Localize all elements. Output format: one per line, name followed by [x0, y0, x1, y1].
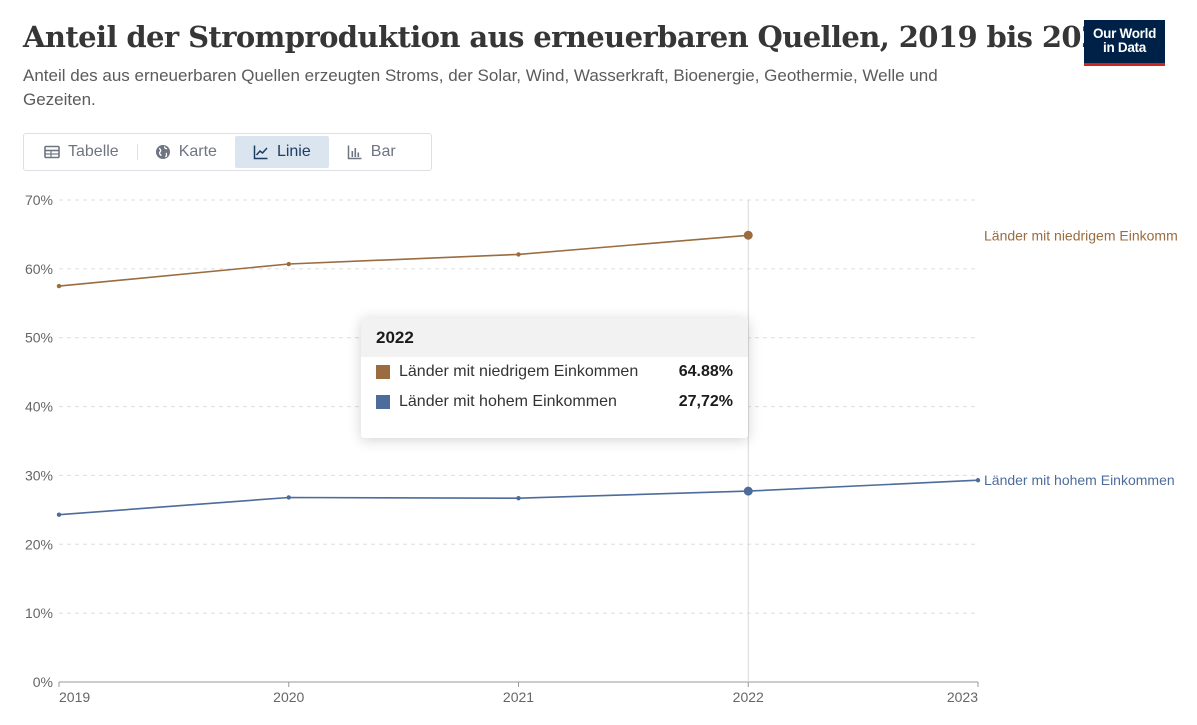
x-tick-label: 2019	[59, 689, 90, 705]
data-point	[743, 486, 753, 496]
owid-logo[interactable]: Our World in Data	[1084, 20, 1165, 66]
x-tick-label: 2022	[733, 689, 764, 705]
y-tick-label: 10%	[25, 605, 53, 621]
line-chart-icon	[253, 145, 268, 160]
data-point	[56, 512, 62, 517]
bar-chart-icon	[347, 145, 362, 160]
x-tick-label: 2021	[503, 689, 534, 705]
series-end-label: Länder mit hohem Einkommen	[984, 472, 1175, 488]
series-line	[58, 234, 749, 287]
data-point	[516, 495, 521, 501]
tab-line[interactable]: Linie	[234, 136, 329, 168]
logo-line-1: Our World	[1092, 26, 1157, 41]
tooltip-series-value: 27,72%	[678, 393, 733, 410]
y-tick-label: 50%	[25, 330, 53, 346]
tooltip-series-name: Länder mit niedrigem Einkommen	[399, 363, 639, 380]
data-point	[516, 252, 521, 257]
tooltip-row: Länder mit niedrigem Einkommen 64.88%	[361, 357, 748, 387]
logo-line-2: in Data	[1103, 40, 1146, 55]
y-tick-label: 30%	[25, 467, 53, 483]
y-tick-label: 70%	[25, 192, 53, 208]
tab-bar[interactable]: Bar	[329, 136, 414, 168]
tab-map-label: Karte	[178, 143, 217, 160]
tab-line-label: Linie	[276, 143, 311, 160]
tab-map[interactable]: Karte	[136, 136, 235, 168]
x-tick-label: 2020	[273, 689, 304, 705]
tooltip-swatch	[376, 395, 390, 409]
data-point	[286, 495, 291, 500]
tab-table-label: Tabelle	[68, 143, 119, 160]
chart-title: Anteil der Stromproduktion aus erneuerba…	[23, 20, 1121, 54]
data-point	[56, 283, 62, 289]
tooltip-row: Länder mit hohem Einkommen 27,72%	[361, 387, 748, 417]
tooltip-year: 2022	[361, 318, 748, 357]
y-tick-label: 60%	[25, 261, 53, 277]
x-tick-label: 2023	[947, 689, 978, 705]
tooltip: 2022 Länder mit niedrigem Einkommen 64.8…	[361, 318, 748, 438]
tooltip-swatch	[376, 365, 390, 379]
globe-icon	[155, 145, 170, 159]
data-point	[743, 230, 753, 240]
y-tick-label: 0%	[33, 674, 53, 690]
tooltip-series-name: Länder mit hohem Einkommen	[399, 393, 617, 410]
tab-bar-label: Bar	[370, 143, 396, 160]
table-icon	[44, 145, 60, 159]
data-point	[975, 478, 981, 483]
view-tabs: Tabelle Karte Linie Bar	[23, 133, 432, 171]
chart-subtitle: Anteil des aus erneuerbaren Quellen erze…	[23, 66, 938, 109]
series-end-label: Länder mit niedrigem Einkomm	[984, 227, 1178, 243]
tab-table[interactable]: Tabelle	[26, 136, 137, 168]
data-point	[286, 261, 291, 267]
tooltip-series-value: 64.88%	[678, 363, 733, 380]
y-tick-label: 40%	[25, 399, 53, 415]
y-tick-label: 20%	[25, 536, 53, 552]
